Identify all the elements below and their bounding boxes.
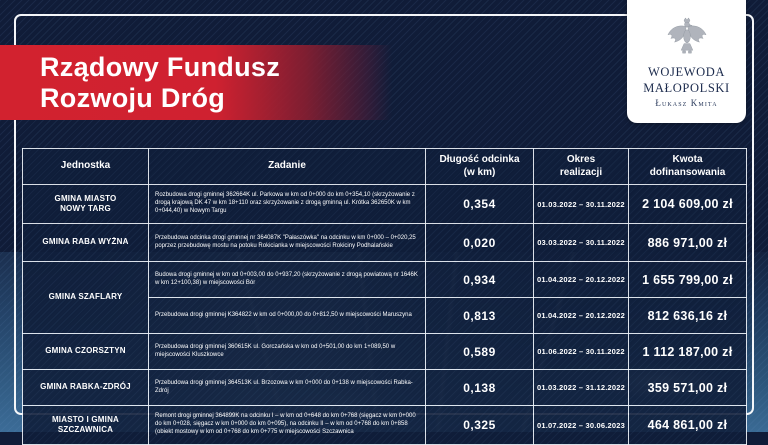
page-title: Rządowy Fundusz Rozwoju Dróg [40, 52, 280, 113]
voivode-card: WOJEWODA MAŁOPOLSKI Łukasz Kmita [627, 0, 746, 123]
funding-table: Jednostka Zadanie Długość odcinka (w km)… [22, 148, 747, 445]
polish-eagle-icon [667, 17, 706, 54]
table-row: Przebudowa drogi gminnej K364822 w km od… [23, 297, 747, 334]
amount-cell: 359 571,00 zł [628, 369, 747, 406]
task-cell: Przebudowa drogi gminnej 364513K ul. Brz… [148, 369, 426, 406]
length-cell: 0,354 [425, 184, 534, 224]
length-cell: 0,138 [425, 369, 534, 406]
table-header-row: Jednostka Zadanie Długość odcinka (w km)… [22, 148, 747, 185]
amount-cell: 2 104 609,00 zł [628, 184, 747, 224]
task-cell: Przebudowa drogi gminnej 360615K ul. Gor… [148, 333, 426, 370]
table-row: Gmina Miasto Nowy Targ Rozbudowa drogi g… [22, 184, 747, 224]
task-cell: Budowa drogi gminnej w km od 0+003,00 do… [148, 261, 426, 298]
task-cell: Rozbudowa drogi gminnej 362664K ul. Park… [148, 184, 426, 224]
voivode-office-label: WOJEWODA MAŁOPOLSKI [643, 65, 730, 95]
unit-cell: Gmina Miasto Nowy Targ [22, 184, 149, 224]
unit-cell: Gmina Raba Wyżna [22, 223, 149, 262]
length-cell: 0,934 [425, 261, 534, 298]
amount-cell: 812 636,16 zł [628, 297, 747, 334]
amount-cell: 464 861,00 zł [628, 405, 747, 445]
task-cell: Przebudowa odcinka drogi gminnej nr 3640… [148, 223, 426, 262]
voivode-person-name: Łukasz Kmita [655, 98, 718, 109]
unit-cell: Gmina Rabka-Zdrój [22, 369, 149, 406]
amount-cell: 1 112 187,00 zł [628, 333, 747, 370]
task-cell: Przebudowa drogi gminnej K364822 w km od… [148, 297, 426, 334]
unit-cell: Miasto i Gmina Szczawnica [22, 405, 149, 445]
table-row: Gmina Czorsztyn Przebudowa drogi gminnej… [22, 333, 747, 370]
period-cell: 01.07.2022 – 30.06.2023 [533, 405, 629, 445]
table-row: Gmina Rabka-Zdrój Przebudowa drogi gminn… [22, 369, 747, 406]
period-cell: 01.03.2022 – 30.11.2022 [533, 184, 629, 224]
title-band: Rządowy Fundusz Rozwoju Dróg [0, 45, 392, 120]
length-cell: 0,813 [425, 297, 534, 334]
column-header-zadanie: Zadanie [148, 148, 426, 185]
column-header-jednostka: Jednostka [22, 148, 149, 185]
column-header-dlugosc: Długość odcinka (w km) [425, 148, 534, 185]
period-cell: 01.04.2022 – 20.12.2022 [533, 297, 629, 334]
column-header-kwota: Kwota dofinansowania [628, 148, 747, 185]
length-cell: 0,325 [425, 405, 534, 445]
period-cell: 01.03.2022 – 31.12.2022 [533, 369, 629, 406]
period-cell: 01.06.2022 – 30.11.2022 [533, 333, 629, 370]
length-cell: 0,589 [425, 333, 534, 370]
period-cell: 01.04.2022 – 20.12.2022 [533, 261, 629, 298]
period-cell: 03.03.2022 – 30.11.2022 [533, 223, 629, 262]
unit-cell: Gmina Szaflary [22, 261, 149, 334]
length-cell: 0,020 [425, 223, 534, 262]
unit-cell: Gmina Czorsztyn [22, 333, 149, 370]
amount-cell: 886 971,00 zł [628, 223, 747, 262]
table-row: Gmina Raba Wyżna Przebudowa odcinka drog… [22, 223, 747, 262]
task-cell: Remont drogi gminnej 364899K na odcinku … [148, 405, 426, 445]
column-header-okres: Okres realizacji [533, 148, 629, 185]
amount-cell: 1 655 799,00 zł [628, 261, 747, 298]
table-row: Miasto i Gmina Szczawnica Remont drogi g… [22, 405, 747, 445]
table-row: Gmina Szaflary Budowa drogi gminnej w km… [22, 261, 747, 334]
